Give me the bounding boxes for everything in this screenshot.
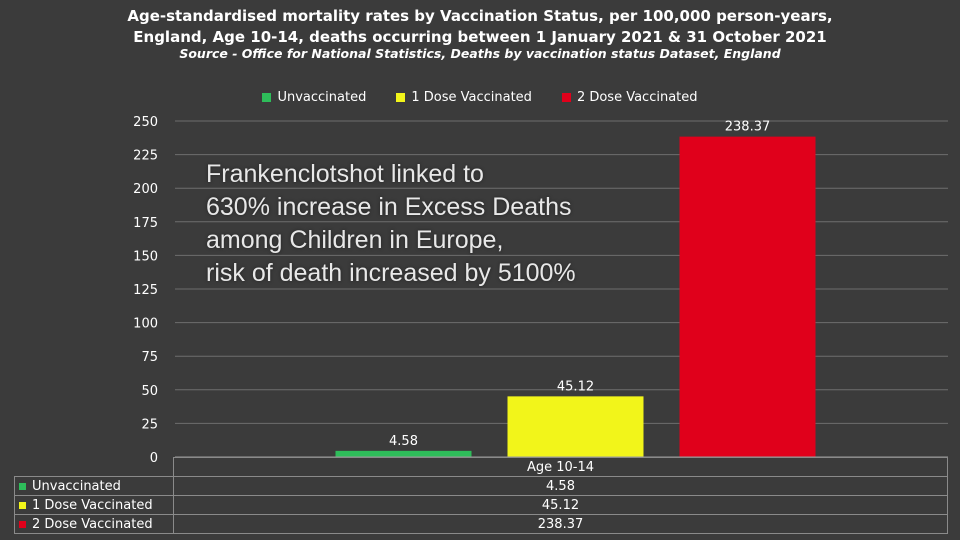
table-row-label: Unvaccinated — [14, 476, 174, 496]
table-row: 1 Dose Vaccinated 45.12 — [14, 495, 948, 515]
legend-swatch-2-dose — [561, 93, 571, 102]
overlay-annotation: Frankenclotshot linked to 630% increase … — [206, 158, 576, 290]
chart-title-line-1: Age-standardised mortality rates by Vacc… — [127, 7, 833, 25]
data-label: 45.12 — [557, 379, 594, 394]
legend-label-1-dose: 1 Dose Vaccinated — [411, 90, 532, 105]
table-row: 2 Dose Vaccinated 238.37 — [14, 514, 948, 534]
y-tick-label: 25 — [141, 417, 158, 432]
legend-item-unvaccinated: Unvaccinated — [262, 90, 366, 105]
table-value-2-dose: 238.37 — [173, 514, 948, 534]
table-label-2-dose: 2 Dose Vaccinated — [32, 516, 153, 532]
y-tick-label: 75 — [141, 350, 158, 365]
y-tick-label: 175 — [133, 216, 158, 231]
bar — [335, 450, 472, 457]
y-tick-label: 0 — [150, 451, 158, 466]
legend-item-1-dose: 1 Dose Vaccinated — [396, 90, 532, 105]
y-tick-label: 100 — [133, 317, 158, 332]
overlay-line-3: among Children in Europe, — [206, 226, 504, 254]
y-tick-label: 200 — [133, 182, 158, 197]
y-tick-label: 150 — [133, 249, 158, 264]
bar — [507, 396, 644, 457]
y-tick-label: 225 — [133, 149, 158, 164]
table-header-row: Age 10-14 — [15, 457, 948, 477]
data-label: 238.37 — [725, 120, 771, 135]
table-row-label: 1 Dose Vaccinated — [14, 495, 174, 515]
table-label-unvaccinated: Unvaccinated — [32, 478, 121, 494]
chart-title: Age-standardised mortality rates by Vacc… — [0, 6, 960, 48]
y-tick-label: 250 — [133, 115, 158, 130]
bar — [679, 136, 816, 457]
table-swatch-unvaccinated — [19, 482, 26, 490]
overlay-line-4: risk of death increased by 5100% — [206, 259, 576, 287]
chart-legend: Unvaccinated 1 Dose Vaccinated 2 Dose Va… — [0, 90, 960, 105]
table-row: Unvaccinated 4.58 — [14, 476, 948, 496]
data-label: 4.58 — [389, 434, 418, 449]
legend-label-2-dose: 2 Dose Vaccinated — [576, 90, 698, 105]
legend-swatch-1-dose — [396, 93, 406, 102]
table-swatch-1-dose — [19, 501, 26, 509]
overlay-line-2: 630% increase in Excess Deaths — [206, 193, 572, 221]
table-label-1-dose: 1 Dose Vaccinated — [32, 497, 153, 513]
y-tick-label: 125 — [133, 283, 158, 298]
table-row-label: 2 Dose Vaccinated — [14, 514, 174, 534]
table-corner — [15, 458, 174, 477]
chart-title-line-2: England, Age 10-14, deaths occurring bet… — [133, 28, 827, 46]
table-header-category: Age 10-14 — [173, 457, 948, 477]
legend-item-2-dose: 2 Dose Vaccinated — [561, 90, 698, 105]
table-value-unvaccinated: 4.58 — [173, 476, 948, 496]
data-table: Age 10-14 Unvaccinated 4.58 1 Dose Vacci… — [14, 457, 948, 534]
legend-label-unvaccinated: Unvaccinated — [277, 90, 367, 105]
overlay-line-1: Frankenclotshot linked to — [206, 160, 484, 188]
table-swatch-2-dose — [19, 520, 26, 528]
legend-swatch-unvaccinated — [262, 93, 272, 102]
chart-source: Source - Office for National Statistics,… — [179, 46, 781, 61]
y-tick-label: 50 — [141, 384, 158, 399]
table-value-1-dose: 45.12 — [173, 495, 948, 515]
